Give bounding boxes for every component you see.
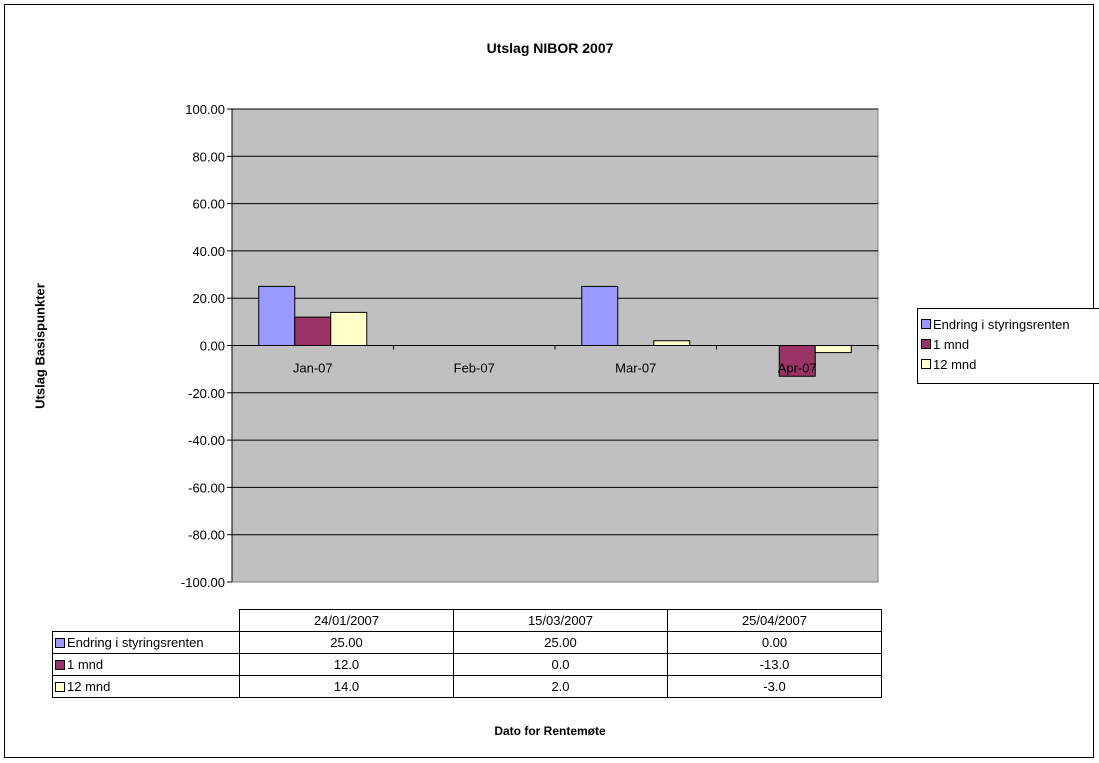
- bar: [778, 345, 816, 377]
- data-table: 24/01/2007 15/03/2007 25/04/2007 Endring…: [52, 609, 882, 698]
- chart-title: Utslag NIBOR 2007: [486, 40, 614, 56]
- x-tick-label: Jan-07: [293, 361, 333, 376]
- data-table-cell: 2.0: [453, 675, 668, 698]
- data-table-row: 12 mnd 14.0 2.0 -3.0: [52, 675, 882, 698]
- bar: [294, 316, 332, 346]
- y-tick-label: 20.00: [192, 291, 225, 306]
- data-table-column-header: 15/03/2007: [453, 609, 668, 632]
- data-table-cell: 0.0: [453, 653, 668, 676]
- data-table-row-label: 12 mnd: [67, 679, 111, 694]
- table-swatch-endring: [55, 637, 65, 648]
- legend-item: Endring i styringsrenten: [921, 314, 1099, 334]
- legend-label: 12 mnd: [933, 356, 977, 372]
- data-table-column-header: 24/01/2007: [239, 609, 454, 632]
- legend-item: 12 mnd: [921, 354, 1099, 374]
- data-table-header-row: 24/01/2007 15/03/2007 25/04/2007: [53, 609, 882, 632]
- data-table-cell: -3.0: [667, 675, 882, 698]
- x-tick-label: Mar-07: [615, 361, 656, 376]
- bar: [258, 285, 296, 346]
- data-table-row-header: 1 mnd: [52, 653, 240, 676]
- y-tick-label: 60.00: [192, 197, 225, 212]
- y-tick-label: -40.00: [188, 433, 225, 448]
- legend-swatch-12mnd: [921, 359, 931, 369]
- data-table-row-header: 12 mnd: [52, 675, 240, 698]
- data-table-corner: [53, 610, 240, 632]
- bar: [814, 345, 852, 354]
- y-tick-label: -100.00: [181, 575, 225, 590]
- table-swatch-1mnd: [55, 659, 65, 670]
- data-table-cell: 0.00: [667, 631, 882, 654]
- legend-item: 1 mnd: [921, 334, 1099, 354]
- data-table-cell: 25.00: [239, 631, 454, 654]
- bar: [581, 285, 619, 346]
- bar: [330, 311, 368, 347]
- x-tick-label: Apr-07: [778, 361, 817, 376]
- y-tick-label: 100.00: [185, 102, 225, 117]
- data-table-row: Endring i styringsrenten 25.00 25.00 0.0…: [52, 631, 882, 654]
- bar: [653, 340, 691, 346]
- legend-label: Endring i styringsrenten: [933, 316, 1070, 332]
- data-table-cell: 12.0: [239, 653, 454, 676]
- data-table-row-label: Endring i styringsrenten: [67, 635, 204, 650]
- table-swatch-12mnd: [55, 681, 65, 692]
- y-tick-label: -60.00: [188, 480, 225, 495]
- data-table-cell: -13.0: [667, 653, 882, 676]
- data-table-cell: 25.00: [453, 631, 668, 654]
- legend-swatch-endring: [921, 319, 931, 329]
- legend-label: 1 mnd: [933, 336, 970, 352]
- y-tick-label: 0.00: [200, 339, 225, 354]
- chart-legend: Endring i styringsrenten 1 mnd 12 mnd: [917, 308, 1099, 384]
- legend-swatch-1mnd: [921, 339, 931, 349]
- x-tick-label: Feb-07: [454, 361, 495, 376]
- data-table-cell: 14.0: [239, 675, 454, 698]
- data-table-row-header: Endring i styringsrenten: [52, 631, 240, 654]
- data-table-row-label: 1 mnd: [67, 657, 104, 672]
- y-tick-label: 40.00: [192, 244, 225, 259]
- y-tick-label: 80.00: [192, 149, 225, 164]
- data-table-row: 1 mnd 12.0 0.0 -13.0: [52, 653, 882, 676]
- y-tick-label: -80.00: [188, 528, 225, 543]
- y-tick-label: -20.00: [188, 386, 225, 401]
- data-table-column-header: 25/04/2007: [667, 609, 882, 632]
- x-axis-label: Dato for Rentemøte: [494, 724, 606, 738]
